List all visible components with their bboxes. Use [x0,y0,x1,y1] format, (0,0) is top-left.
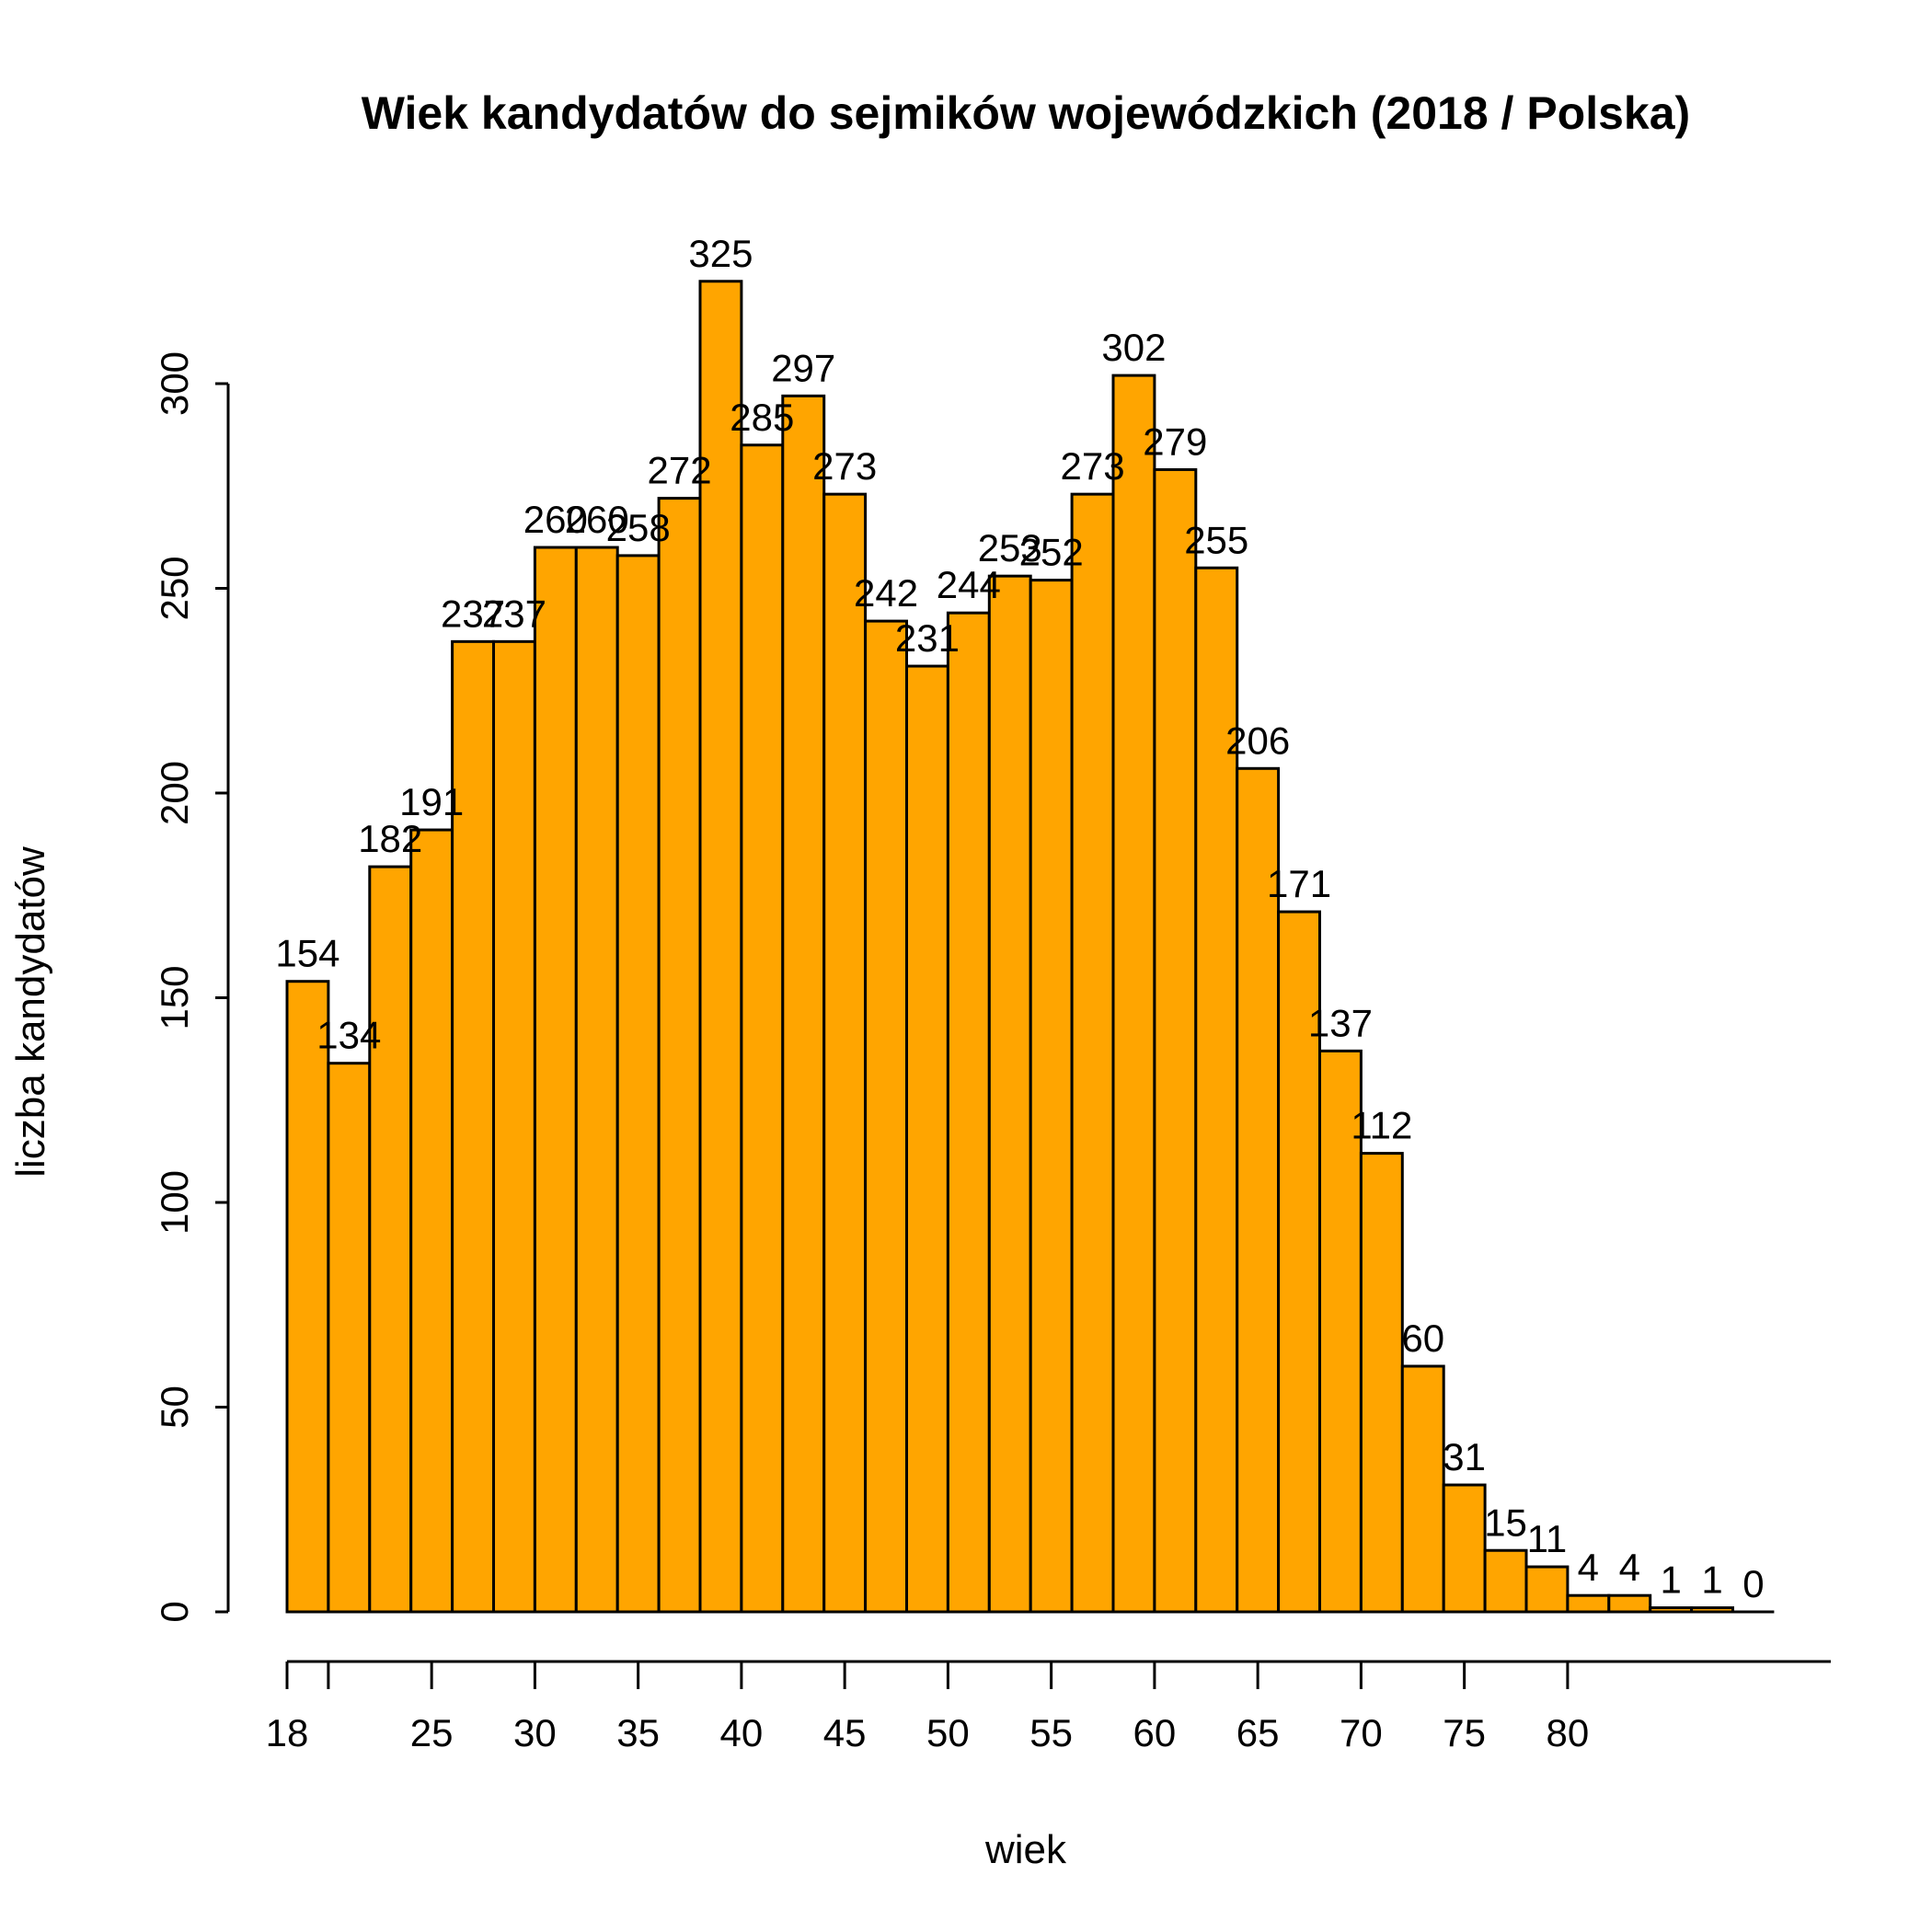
bar-42 [781,394,826,1614]
data-label-78: 11 [1527,1517,1568,1560]
bar-68 [1318,1049,1363,1614]
data-label-48: 231 [895,616,960,660]
data-label-44: 273 [812,444,877,488]
y-tick-label-0: 0 [153,1601,196,1622]
data-label-28: 237 [482,592,546,635]
data-label-58: 302 [1101,326,1166,369]
data-label-76: 15 [1484,1501,1527,1544]
bar-56 [1070,492,1115,1614]
bar-54 [1029,579,1074,1614]
bar-80 [1566,1593,1611,1614]
y-axis-title: liczba kandydatów [8,846,53,1178]
bar-26 [451,639,496,1614]
bar-66 [1277,910,1321,1614]
data-label-80: 4 [1578,1546,1599,1589]
chart-title: Wiek kandydatów do sejmików wojewódzkich… [362,87,1690,139]
bar-46 [864,619,908,1614]
data-label-24: 191 [399,780,464,823]
data-label-56: 273 [1061,444,1125,488]
bar-30 [533,546,578,1614]
data-label-18: 154 [275,932,339,975]
x-tick-label-25: 25 [410,1711,454,1754]
bar-82 [1607,1593,1652,1614]
x-tick-label-40: 40 [720,1711,764,1754]
data-label-26: 237 [441,592,505,635]
data-label-36: 272 [648,449,712,492]
x-tick-label-55: 55 [1029,1711,1073,1754]
data-label-52: 253 [978,526,1042,569]
bar-52 [987,574,1032,1614]
x-tick-label-70: 70 [1340,1711,1383,1754]
bar-24 [409,828,454,1614]
data-label-40: 285 [730,396,794,439]
x-axis: 18 25 30 35 40 45 50 55 60 65 70 75 80 [266,1660,1831,1754]
y-tick-label-50: 50 [153,1386,196,1429]
data-label-68: 137 [1308,1001,1373,1044]
data-label-72: 60 [1401,1317,1444,1360]
bar-60 [1153,467,1198,1614]
data-label-22: 182 [358,817,422,860]
bar-72 [1400,1364,1445,1614]
x-tick-label-35: 35 [616,1711,660,1754]
x-tick-label-80: 80 [1547,1711,1590,1754]
x-axis-title: wiek [984,1827,1067,1872]
bar-84 [1649,1606,1694,1614]
data-label-64: 206 [1225,719,1290,762]
y-tick-label-100: 100 [153,1170,196,1235]
data-label-30: 260 [523,498,588,541]
bar-40 [740,443,785,1614]
data-label-54: 252 [1019,531,1084,574]
data-label-50: 244 [937,563,1001,606]
data-label-62: 255 [1184,518,1248,561]
y-tick-label-200: 200 [153,761,196,825]
bar-22 [368,865,413,1614]
bar-78 [1524,1565,1570,1614]
bar-44 [822,492,868,1614]
data-label-66: 171 [1267,862,1331,905]
x-tick-label-18: 18 [266,1711,309,1754]
bar-76 [1483,1548,1528,1614]
x-tick-label-30: 30 [513,1711,557,1754]
data-label-88: 0 [1742,1562,1764,1605]
x-tick-label-60: 60 [1133,1711,1177,1754]
bar-50 [946,611,991,1614]
data-label-70: 112 [1351,1104,1412,1147]
bars-group [285,280,1775,1614]
data-label-46: 242 [854,571,918,615]
bar-86 [1690,1606,1734,1614]
data-label-74: 31 [1443,1435,1486,1478]
data-label-82: 4 [1619,1546,1640,1589]
data-label-34: 258 [606,506,671,549]
bar-36 [657,497,702,1614]
bar-28 [492,639,536,1614]
y-tick-label-250: 250 [153,556,196,620]
x-tick-label-65: 65 [1236,1711,1280,1754]
bar-38 [698,280,743,1614]
data-label-84: 1 [1660,1558,1681,1602]
bar-18 [285,980,330,1614]
y-tick-label-150: 150 [153,965,196,1029]
y-axis: 0 50 100 150 200 250 300 [153,351,230,1623]
data-label-20: 134 [316,1014,381,1057]
data-label-42: 297 [771,346,835,389]
data-label-32: 260 [565,498,629,541]
y-tick-label-300: 300 [153,351,196,416]
x-tick-label-75: 75 [1443,1711,1486,1754]
bar-70 [1359,1152,1404,1614]
data-labels-group: 1541341821912372372602602582723252852972… [275,232,1764,1605]
x-tick-label-45: 45 [823,1711,867,1754]
bar-32 [574,546,619,1614]
bar-34 [615,554,661,1614]
data-label-60: 279 [1143,420,1207,463]
bar-74 [1442,1483,1487,1614]
bar-58 [1111,374,1156,1614]
x-tick-label-50: 50 [926,1711,970,1754]
data-label-38: 325 [688,232,753,275]
bar-62 [1194,566,1239,1614]
bar-48 [905,664,949,1614]
bar-20 [327,1062,372,1614]
data-label-86: 1 [1701,1558,1722,1602]
